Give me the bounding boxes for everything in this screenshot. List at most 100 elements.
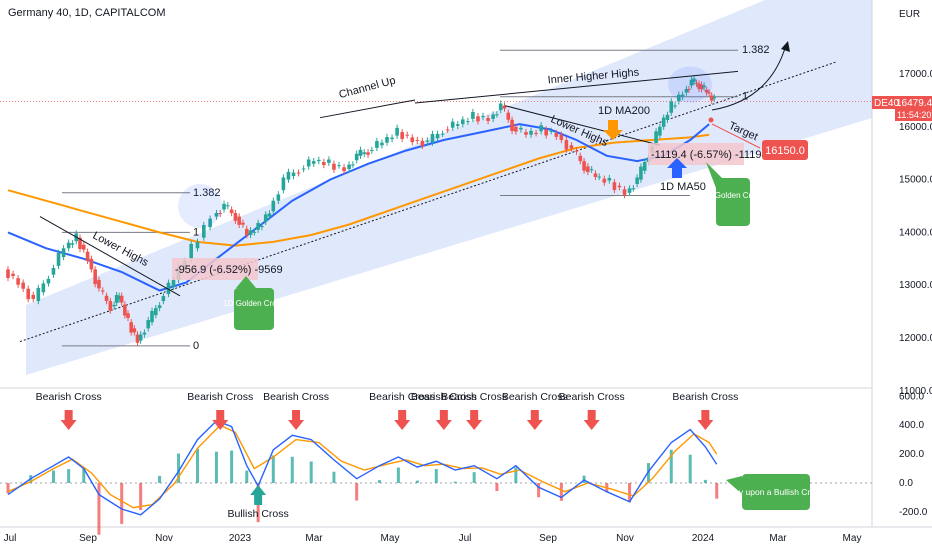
- highlight-right: [668, 66, 712, 103]
- candle-body: [276, 194, 281, 201]
- candle-body: [214, 213, 219, 217]
- ma200-arrow: [603, 120, 623, 140]
- signal-line: [7, 424, 718, 509]
- golden-cross-text-left: 1D Golden Cross: [223, 299, 284, 308]
- candle-body: [97, 279, 101, 289]
- histogram-bar: [214, 451, 218, 483]
- measure-box-left: [172, 258, 258, 280]
- candle-body: [263, 214, 268, 222]
- bearish-cross-arrow: [697, 410, 714, 430]
- candle-body: [126, 313, 130, 318]
- candle-body: [612, 182, 617, 190]
- ma200-label: 1D MA200: [598, 105, 650, 117]
- time-tick-label: Mar: [305, 533, 323, 544]
- measure-box-right: [648, 143, 744, 165]
- candle-body: [635, 177, 639, 184]
- time-tick-label: 2024: [692, 533, 715, 544]
- candle-body: [267, 213, 272, 217]
- histogram-bar: [514, 467, 518, 483]
- candle-body: [135, 334, 140, 343]
- candle-body: [569, 145, 574, 149]
- candle-body: [146, 320, 151, 329]
- candle-body: [132, 328, 137, 333]
- price-tick-label: 15000.0: [899, 175, 932, 186]
- countdown-bg: [895, 109, 932, 121]
- target-badge-text: 16150.0: [765, 145, 805, 157]
- candle-body: [692, 78, 696, 82]
- measure-box-right-text: -1119.4 (-6.57%) -11194: [651, 149, 768, 161]
- candle-body: [589, 169, 594, 171]
- buy-note-pointer: [726, 476, 742, 494]
- candle-body: [631, 188, 636, 190]
- candle-body: [476, 116, 480, 122]
- candle-body: [157, 305, 162, 309]
- candle-body: [241, 222, 245, 225]
- lower-highs-left-line: [39, 216, 181, 297]
- chart-title: Germany 40, 1D, CAPITALCOM: [8, 7, 166, 19]
- histogram-bar: [628, 483, 632, 503]
- candle-body: [544, 129, 548, 136]
- candle-body: [142, 332, 147, 335]
- candle-body: [455, 124, 460, 126]
- candle-body: [491, 114, 495, 119]
- candle-body: [481, 115, 485, 118]
- histogram-bar: [434, 469, 438, 483]
- candle-body: [586, 166, 590, 173]
- candle-body: [554, 132, 559, 137]
- candle-body: [654, 131, 658, 145]
- candle-body: [658, 126, 662, 136]
- bearish-cross-label: Bearish Cross: [187, 391, 253, 403]
- candle-body: [56, 252, 61, 266]
- candle-body: [85, 251, 90, 261]
- time-tick-label: May: [381, 533, 400, 544]
- candle-body: [395, 127, 399, 136]
- bearish-cross-label: Bearish Cross: [36, 391, 102, 403]
- osc-tick-label: 200.0: [899, 449, 924, 460]
- candle-body: [70, 243, 75, 245]
- time-tick-label: Jul: [4, 533, 17, 544]
- candle-body: [195, 241, 200, 249]
- candle-body: [425, 140, 430, 142]
- bearish-cross-arrow: [212, 410, 229, 430]
- price-tick-label: 16000.0: [899, 122, 932, 133]
- price-axis: 11000.0 12000.0 13000.0 14000.0 15000.0 16000…: [871, 0, 932, 527]
- price-tick-label: 17000.0: [899, 69, 932, 80]
- candle-body: [400, 132, 404, 139]
- candle-body: [358, 149, 363, 156]
- histogram-bar: [6, 483, 10, 494]
- histogram-bar: [355, 483, 359, 501]
- candle-body: [347, 164, 351, 170]
- golden-cross-text-right: 1D Golden Cross: [702, 191, 763, 200]
- candle-body: [450, 121, 455, 128]
- histogram-bar: [309, 461, 313, 483]
- bearish-cross-arrow: [526, 410, 543, 430]
- golden-cross-badge-left: [234, 288, 274, 330]
- candle-body: [506, 112, 511, 120]
- candle-body: [51, 267, 56, 275]
- candle-body: [677, 94, 681, 102]
- bearish-cross-label: Bearish Cross: [672, 391, 738, 403]
- osc-tick-label: 0.0: [899, 478, 913, 489]
- bearish-cross-label: Bearish Cross: [502, 391, 568, 403]
- bearish-cross-label: Bearish Cross: [441, 391, 507, 403]
- price-tick-label: 13000.0: [899, 280, 932, 291]
- candle-body: [100, 290, 105, 292]
- target-pointer: [711, 123, 761, 149]
- candle-body: [104, 295, 109, 302]
- histogram-bar: [271, 455, 275, 483]
- candle-body: [502, 105, 507, 109]
- candle-body: [420, 140, 425, 146]
- time-tick-label: 2023: [229, 533, 252, 544]
- bullish-cross-arrow: [250, 485, 267, 505]
- candle-body: [410, 137, 415, 143]
- histogram-bar: [51, 470, 55, 483]
- candle-body: [222, 203, 226, 210]
- time-tick-label: Nov: [155, 533, 173, 544]
- candle-body: [375, 141, 379, 148]
- candle-body: [435, 133, 440, 139]
- currency-label: EUR: [899, 9, 920, 20]
- candle-body: [311, 161, 316, 164]
- candle-body: [390, 137, 394, 140]
- candle-body: [712, 97, 717, 99]
- candle-body: [233, 213, 238, 221]
